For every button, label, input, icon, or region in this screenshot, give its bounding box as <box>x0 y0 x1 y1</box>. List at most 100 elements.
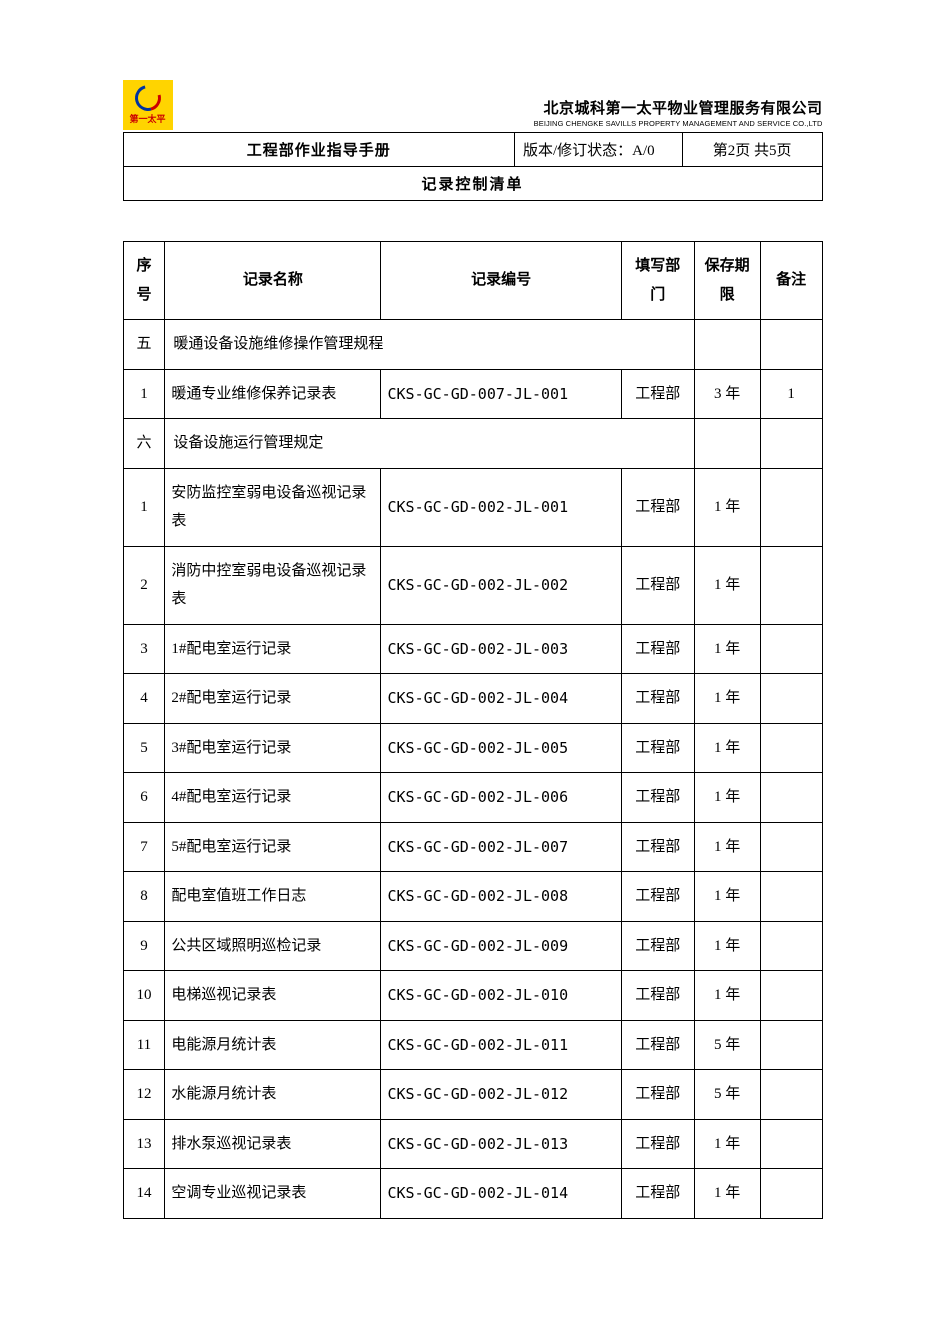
th-note: 备注 <box>760 242 822 320</box>
cell-seq: 1 <box>123 369 165 419</box>
cell-code: CKS-GC-GD-002-JL-009 <box>381 921 621 971</box>
cell-dept: 工程部 <box>621 822 694 872</box>
table-row: 五暖通设备设施维修操作管理规程 <box>123 320 822 370</box>
cell-note <box>760 419 822 469</box>
cell-dept: 工程部 <box>621 624 694 674</box>
cell-dept: 工程部 <box>621 1169 694 1219</box>
cell-seq: 六 <box>123 419 165 469</box>
cell-dept: 工程部 <box>621 468 694 546</box>
cell-dept: 工程部 <box>621 1119 694 1169</box>
cell-seq: 9 <box>123 921 165 971</box>
cell-retention: 1 年 <box>694 1169 760 1219</box>
cell-seq: 4 <box>123 674 165 724</box>
company-name-block: 北京城科第一太平物业管理服务有限公司 BEIJING CHENGKE SAVIL… <box>534 97 823 128</box>
cell-seq: 8 <box>123 872 165 922</box>
table-row: 11电能源月统计表CKS-GC-GD-002-JL-011工程部5 年 <box>123 1020 822 1070</box>
cell-name: 空调专业巡视记录表 <box>165 1169 381 1219</box>
table-row: 64#配电室运行记录CKS-GC-GD-002-JL-006工程部1 年 <box>123 773 822 823</box>
cell-retention: 1 年 <box>694 546 760 624</box>
th-code: 记录编号 <box>381 242 621 320</box>
cell-dept: 工程部 <box>621 1020 694 1070</box>
cell-name: 暖通专业维修保养记录表 <box>165 369 381 419</box>
cell-note <box>760 723 822 773</box>
cell-note <box>760 1020 822 1070</box>
cell-seq: 5 <box>123 723 165 773</box>
table-row: 9公共区域照明巡检记录CKS-GC-GD-002-JL-009工程部1 年 <box>123 921 822 971</box>
cell-note <box>760 1119 822 1169</box>
cell-dept: 工程部 <box>621 1070 694 1120</box>
table-row: 13排水泵巡视记录表CKS-GC-GD-002-JL-013工程部1 年 <box>123 1119 822 1169</box>
cell-note <box>760 773 822 823</box>
cell-retention: 1 年 <box>694 773 760 823</box>
cell-seq: 五 <box>123 320 165 370</box>
table-row: 1暖通专业维修保养记录表CKS-GC-GD-007-JL-001工程部3 年1 <box>123 369 822 419</box>
table-row: 42#配电室运行记录CKS-GC-GD-002-JL-004工程部1 年 <box>123 674 822 724</box>
records-table: 序号 记录名称 记录编号 填写部门 保存期限 备注 五暖通设备设施维修操作管理规… <box>123 241 823 1219</box>
th-dept: 填写部门 <box>621 242 694 320</box>
cell-code: CKS-GC-GD-002-JL-004 <box>381 674 621 724</box>
cell-note: 1 <box>760 369 822 419</box>
cell-code: CKS-GC-GD-002-JL-008 <box>381 872 621 922</box>
cell-name: 水能源月统计表 <box>165 1070 381 1120</box>
cell-retention: 1 年 <box>694 822 760 872</box>
table-row: 10电梯巡视记录表CKS-GC-GD-002-JL-010工程部1 年 <box>123 971 822 1021</box>
list-title: 记录控制清单 <box>123 167 822 201</box>
cell-code: CKS-GC-GD-002-JL-003 <box>381 624 621 674</box>
cell-retention: 1 年 <box>694 921 760 971</box>
table-body: 五暖通设备设施维修操作管理规程1暖通专业维修保养记录表CKS-GC-GD-007… <box>123 320 822 1219</box>
version-label: 版本/修订状态：A/0 <box>514 133 682 167</box>
cell-name: 1#配电室运行记录 <box>165 624 381 674</box>
cell-dept: 工程部 <box>621 674 694 724</box>
cell-note <box>760 546 822 624</box>
cell-code: CKS-GC-GD-002-JL-012 <box>381 1070 621 1120</box>
cell-name: 公共区域照明巡检记录 <box>165 921 381 971</box>
cell-retention: 1 年 <box>694 624 760 674</box>
cell-code: CKS-GC-GD-002-JL-006 <box>381 773 621 823</box>
cell-name: 电能源月统计表 <box>165 1020 381 1070</box>
cell-seq: 3 <box>123 624 165 674</box>
cell-name: 排水泵巡视记录表 <box>165 1119 381 1169</box>
cell-retention: 5 年 <box>694 1070 760 1120</box>
title-row-1: 工程部作业指导手册 版本/修订状态：A/0 第2页 共5页 <box>123 133 822 167</box>
table-row: 12水能源月统计表CKS-GC-GD-002-JL-012工程部5 年 <box>123 1070 822 1120</box>
cell-code: CKS-GC-GD-002-JL-010 <box>381 971 621 1021</box>
cell-retention: 1 年 <box>694 723 760 773</box>
cell-name: 3#配电室运行记录 <box>165 723 381 773</box>
table-row: 14空调专业巡视记录表CKS-GC-GD-002-JL-014工程部1 年 <box>123 1169 822 1219</box>
table-row: 2消防中控室弱电设备巡视记录表CKS-GC-GD-002-JL-002工程部1 … <box>123 546 822 624</box>
cell-name: 2#配电室运行记录 <box>165 674 381 724</box>
cell-dept: 工程部 <box>621 546 694 624</box>
table-row: 1安防监控室弱电设备巡视记录表CKS-GC-GD-002-JL-001工程部1 … <box>123 468 822 546</box>
cell-name: 5#配电室运行记录 <box>165 822 381 872</box>
cell-retention: 1 年 <box>694 872 760 922</box>
th-name: 记录名称 <box>165 242 381 320</box>
table-row: 53#配电室运行记录CKS-GC-GD-002-JL-005工程部1 年 <box>123 723 822 773</box>
table-head: 序号 记录名称 记录编号 填写部门 保存期限 备注 <box>123 242 822 320</box>
cell-code: CKS-GC-GD-002-JL-005 <box>381 723 621 773</box>
page-header: 第一太平 北京城科第一太平物业管理服务有限公司 BEIJING CHENGKE … <box>123 70 823 130</box>
doc-title: 工程部作业指导手册 <box>123 133 514 167</box>
cell-note <box>760 872 822 922</box>
cell-note <box>760 468 822 546</box>
cell-seq: 10 <box>123 971 165 1021</box>
page: 第一太平 北京城科第一太平物业管理服务有限公司 BEIJING CHENGKE … <box>123 70 823 1219</box>
cell-note <box>760 1169 822 1219</box>
th-seq: 序号 <box>123 242 165 320</box>
cell-code: CKS-GC-GD-002-JL-001 <box>381 468 621 546</box>
cell-seq: 1 <box>123 468 165 546</box>
table-row: 31#配电室运行记录CKS-GC-GD-002-JL-003工程部1 年 <box>123 624 822 674</box>
cell-seq: 2 <box>123 546 165 624</box>
cell-retention <box>694 419 760 469</box>
title-table: 工程部作业指导手册 版本/修订状态：A/0 第2页 共5页 记录控制清单 <box>123 132 823 201</box>
th-retention: 保存期限 <box>694 242 760 320</box>
logo-caption: 第一太平 <box>129 112 165 125</box>
cell-retention: 1 年 <box>694 674 760 724</box>
cell-retention: 1 年 <box>694 971 760 1021</box>
cell-note <box>760 1070 822 1120</box>
cell-retention: 1 年 <box>694 1119 760 1169</box>
cell-seq: 6 <box>123 773 165 823</box>
cell-dept: 工程部 <box>621 921 694 971</box>
cell-code: CKS-GC-GD-002-JL-007 <box>381 822 621 872</box>
table-row: 8配电室值班工作日志CKS-GC-GD-002-JL-008工程部1 年 <box>123 872 822 922</box>
cell-code: CKS-GC-GD-002-JL-011 <box>381 1020 621 1070</box>
